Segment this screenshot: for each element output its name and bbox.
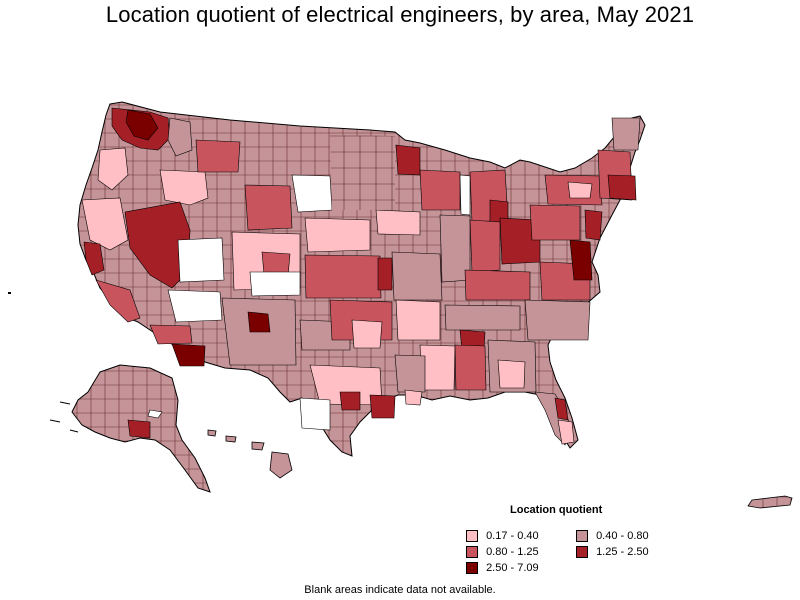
legend-label-2: 0.80 - 1.25: [486, 546, 539, 559]
region-idaho-south: [159, 169, 209, 206]
region-montana-west: [195, 139, 241, 173]
region-kansas-east: [377, 257, 393, 291]
region-dakotas: [330, 135, 395, 210]
region-florida-south: [557, 419, 575, 445]
region-missouri: [391, 251, 443, 301]
legend-item-1: 0.40 - 0.80: [576, 530, 649, 544]
blank-nw-plains: [291, 174, 333, 213]
legend-item-3: 1.25 - 2.50: [576, 546, 649, 560]
region-seattle-core: [125, 109, 159, 141]
puerto-rico-shape: [747, 495, 793, 509]
legend-swatch-3: [576, 546, 588, 559]
region-phoenix: [149, 324, 193, 345]
region-new-york-light: [567, 181, 593, 199]
region-albuquerque: [247, 311, 271, 333]
hawaii-maui: [251, 441, 265, 451]
legend-swatch-1: [576, 530, 588, 543]
region-louisiana-coast: [404, 389, 423, 406]
region-iowa-light: [375, 209, 421, 236]
blank-utah: [177, 237, 225, 283]
hawaii-kauai: [207, 429, 217, 437]
region-houston: [369, 394, 396, 419]
region-kentucky: [464, 269, 531, 301]
puerto-rico: [747, 495, 793, 509]
region-oregon-west: [97, 147, 129, 191]
alaska-aleutians: [49, 401, 79, 433]
region-california-north: [81, 197, 129, 251]
region-kansas: [304, 254, 382, 299]
hawaii-oahu: [225, 435, 237, 443]
region-pennsylvania: [529, 204, 581, 241]
legend-title: Location quotient: [510, 504, 603, 516]
legend-swatch-4: [466, 562, 478, 575]
legend-swatch-0: [466, 530, 478, 543]
footnote: Blank areas indicate data not available.: [304, 584, 496, 596]
region-austin: [339, 391, 361, 411]
region-georgia-light: [497, 359, 526, 389]
region-nebraska: [304, 217, 371, 253]
region-california-bay: [83, 241, 105, 276]
region-tucson: [171, 343, 206, 367]
region-louisiana: [394, 354, 426, 393]
alaska: [49, 364, 211, 493]
region-maine: [611, 117, 641, 151]
blank-chicago-lake: [459, 174, 471, 216]
hawaii: [207, 429, 293, 479]
region-wyoming: [244, 184, 293, 231]
stray-marker: [8, 292, 11, 294]
blank-arizona-n: [167, 289, 223, 323]
region-wisconsin: [419, 169, 461, 211]
region-carolinas: [524, 299, 591, 341]
region-arkansas-light: [395, 299, 441, 341]
region-anchorage: [127, 419, 151, 439]
legend-label-3: 1.25 - 2.50: [596, 546, 649, 559]
alaska-island: [147, 409, 163, 419]
region-minneapolis: [395, 144, 421, 176]
legend: Location quotient 0.17 - 0.40 0.40 - 0.8…: [466, 504, 666, 584]
region-boston: [607, 174, 637, 201]
legend-item-4: 2.50 - 7.09: [466, 562, 539, 576]
legend-label-0: 0.17 - 0.40: [486, 530, 539, 543]
hawaii-big-island: [269, 451, 293, 479]
legend-item-0: 0.17 - 0.40: [466, 530, 539, 544]
region-indiana: [469, 219, 501, 273]
blank-texas-south: [299, 397, 331, 431]
region-maryland-dc: [569, 239, 593, 281]
legend-label-1: 0.40 - 0.80: [596, 530, 649, 543]
legend-label-4: 2.50 - 7.09: [486, 562, 539, 575]
region-alabama: [454, 344, 487, 391]
region-oklahoma-light: [351, 319, 383, 349]
region-california-south: [95, 279, 141, 323]
legend-item-2: 0.80 - 1.25: [466, 546, 539, 560]
region-fills: [81, 107, 641, 446]
blank-colorado-east: [249, 271, 301, 297]
region-new-jersey: [584, 209, 603, 241]
region-florida-space: [554, 397, 569, 421]
page-title: Location quotient of electrical engineer…: [105, 2, 695, 27]
region-idaho-north: [167, 117, 193, 157]
region-tennessee: [444, 304, 521, 331]
legend-swatch-2: [466, 546, 478, 559]
